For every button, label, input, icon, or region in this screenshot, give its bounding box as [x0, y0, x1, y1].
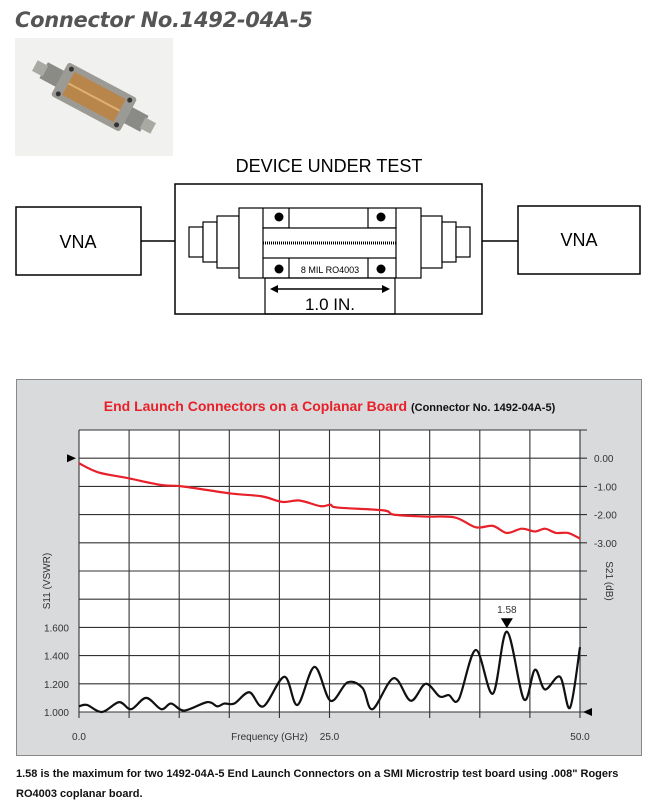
x-tick-label: 25.0	[320, 732, 340, 743]
x-tick-label: 50.0	[570, 732, 590, 743]
vna-right-box	[517, 205, 641, 275]
series-line-s11	[78, 630, 582, 714]
vna-left-label: VNA	[59, 232, 96, 252]
board-label: 8 MIL RO4003	[301, 265, 359, 275]
s21-reference-marker	[67, 454, 76, 463]
y-left-axis-label: S11 (VSWR)	[42, 553, 53, 610]
y-right-tick-label: -1.00	[594, 482, 617, 493]
length-label: 1.0 IN.	[305, 295, 355, 314]
y-right-tick-label: -3.00	[594, 539, 617, 550]
connector-photo	[15, 38, 173, 156]
x-tick-label: 0.0	[72, 732, 86, 743]
series-line-s21	[78, 462, 581, 540]
caption: 1.58 is the maximum for two 1492-04A-5 E…	[16, 768, 619, 800]
fixture	[188, 207, 471, 279]
page-title: Connector No.1492-04A-5	[15, 8, 313, 32]
peak-marker	[500, 618, 513, 629]
y-right-tick-label: -2.00	[594, 511, 617, 522]
chart-title: End Launch Connectors on a Coplanar Boar…	[0, 398, 659, 414]
y-left-tick-label: 1.400	[44, 652, 69, 663]
y-left-tick-label: 1.600	[44, 623, 69, 634]
connector-image	[32, 60, 156, 134]
peak-label: 1.58	[497, 605, 517, 616]
dut-heading: DEVICE UNDER TEST	[236, 156, 423, 176]
y-left-tick-label: 1.000	[44, 708, 69, 719]
y-left-tick-label: 1.200	[44, 680, 69, 691]
test-setup-diagram: DEVICE UNDER TEST VNA VNA 8 MIL RO4003 1…	[15, 156, 641, 315]
y-right-tick-label: 0.00	[594, 454, 614, 465]
chart-subtitle: (Connector No. 1492-04A-5)	[410, 402, 556, 414]
chart-title-main: End Launch Connectors on a Coplanar Boar…	[103, 398, 408, 414]
s11-reference-marker	[583, 708, 592, 716]
x-axis-label: Frequency (GHz)	[231, 732, 308, 743]
vna-right-label: VNA	[560, 230, 597, 250]
y-right-axis-label: S21 (dB)	[603, 561, 614, 600]
